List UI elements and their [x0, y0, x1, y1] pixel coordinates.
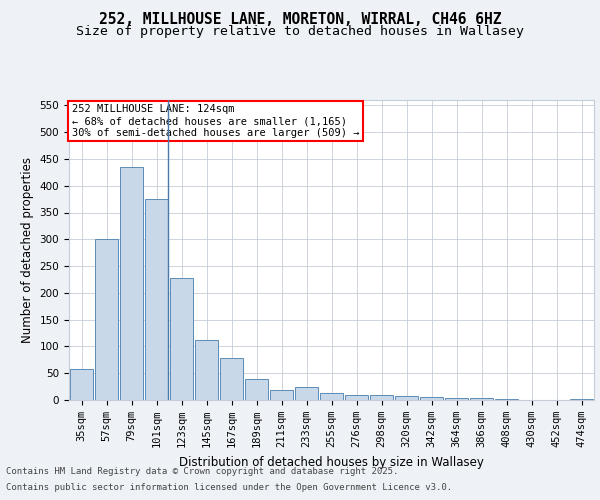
Bar [370, 394, 393, 400]
Bar [470, 398, 493, 400]
Bar [295, 386, 318, 400]
X-axis label: Distribution of detached houses by size in Wallasey: Distribution of detached houses by size … [179, 456, 484, 468]
Bar [145, 199, 168, 400]
Text: Contains HM Land Registry data © Crown copyright and database right 2025.: Contains HM Land Registry data © Crown c… [6, 467, 398, 476]
Bar [95, 240, 118, 400]
Bar [395, 396, 418, 400]
Bar [120, 167, 143, 400]
Bar [420, 398, 443, 400]
Text: 252, MILLHOUSE LANE, MORETON, WIRRAL, CH46 6HZ: 252, MILLHOUSE LANE, MORETON, WIRRAL, CH… [99, 12, 501, 28]
Text: 252 MILLHOUSE LANE: 124sqm
← 68% of detached houses are smaller (1,165)
30% of s: 252 MILLHOUSE LANE: 124sqm ← 68% of deta… [71, 104, 359, 138]
Bar [320, 392, 343, 400]
Text: Size of property relative to detached houses in Wallasey: Size of property relative to detached ho… [76, 25, 524, 38]
Bar [170, 278, 193, 400]
Bar [345, 395, 368, 400]
Bar [270, 390, 293, 400]
Bar [445, 398, 468, 400]
Bar [70, 370, 93, 400]
Bar [245, 378, 268, 400]
Y-axis label: Number of detached properties: Number of detached properties [21, 157, 34, 343]
Text: Contains public sector information licensed under the Open Government Licence v3: Contains public sector information licen… [6, 484, 452, 492]
Bar [570, 399, 593, 400]
Bar [220, 358, 243, 400]
Bar [195, 340, 218, 400]
